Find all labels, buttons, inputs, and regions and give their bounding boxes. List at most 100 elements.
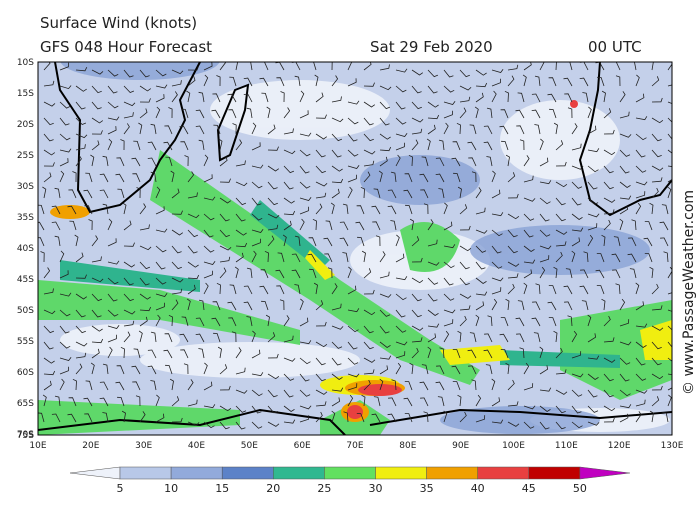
wind-barb [404,413,413,423]
wind-barb [603,315,611,327]
wind-barb [505,298,510,311]
wind-barb [246,267,253,279]
wind-barb [361,250,366,263]
wind-barb [123,112,134,119]
wind-barb [260,62,269,71]
wind-barb [171,210,183,215]
wind-barb [187,245,198,254]
wind-barb [198,91,205,103]
wind-barb [427,309,439,316]
wind-barb [475,92,484,103]
wind-barb [117,188,125,199]
wind-barb [519,347,525,359]
wind-barb [651,165,664,171]
wind-barb [409,218,414,231]
wind-barb [491,261,503,269]
wind-barb [59,292,72,297]
wind-barb [452,349,461,359]
wind-barb [347,383,358,391]
wind-barb [243,93,253,103]
wind-barb [612,269,621,279]
wind-barb [667,387,672,391]
wind-barb [548,77,557,87]
wind-barb [587,181,598,190]
wind-barb [43,80,55,87]
wind-barb [315,300,324,311]
wind-barb [619,181,631,188]
wind-barb [216,282,221,295]
wind-barb [75,274,87,279]
wind-barb [155,245,167,253]
wind-barb [324,253,333,263]
wind-barb [522,74,527,87]
wind-barb [501,140,509,151]
wind-barb [339,237,349,247]
wind-barb [453,172,461,183]
wind-barb [107,116,120,121]
wind-barb [587,165,599,173]
wind-barb [121,410,126,423]
wind-barb [219,156,228,167]
wind-barb [347,149,359,157]
wind-barb [411,117,424,123]
wind-barb [107,346,113,359]
wind-barb [373,396,381,407]
wind-barb [171,299,179,311]
wind-barb [651,149,662,158]
wind-barb [651,305,663,311]
wind-barb [567,107,573,119]
longitude-label: 50E [241,441,258,451]
wind-barb [181,316,189,327]
wind-barb [483,141,493,151]
wind-barb [649,410,654,423]
wind-barb [555,421,566,430]
wind-barb [356,413,365,423]
wind-barb [405,204,413,215]
wind-barb [421,364,429,375]
wind-barb [569,62,573,71]
wind-barb [123,261,136,268]
wind-barb [549,108,557,119]
wind-barb [347,165,360,169]
wind-barb [507,193,519,199]
wind-barb [155,84,168,89]
wind-barb [651,133,662,142]
wind-barb [427,69,439,78]
wind-barb [235,421,246,430]
wind-barb [251,213,263,221]
wind-barb [51,221,61,231]
wind-barb [535,283,541,295]
wind-barb [471,171,477,183]
wind-barb [267,421,280,427]
wind-barb [91,117,104,124]
wind-barb [523,259,536,264]
time: 00 UTC [588,38,642,56]
wind-barb [107,101,119,109]
wind-barb [171,396,180,407]
wind-barb [155,206,165,215]
wind-barb [491,378,496,391]
longitude-label: 110E [555,441,578,451]
wind-barb [267,146,279,151]
wind-barb [308,237,317,247]
wind-barb [299,340,312,345]
wind-barb [139,261,151,270]
wind-barb [459,204,468,215]
wind-barb [500,109,509,119]
wind-barb [571,421,583,429]
wind-barb [59,378,65,391]
wind-barb [150,331,157,343]
wind-barb [451,157,461,167]
wind-barb [507,213,520,220]
wind-barb [363,160,375,167]
wind-barb [283,210,296,216]
wind-barb [475,187,482,199]
wind-barb [667,394,672,407]
wind-barb [603,108,612,119]
wind-barb [294,284,301,295]
wind-barb [155,186,161,199]
wind-barb [75,101,86,110]
wind-barb [363,289,375,295]
wind-barb [457,186,462,199]
wind-barb [163,349,173,359]
